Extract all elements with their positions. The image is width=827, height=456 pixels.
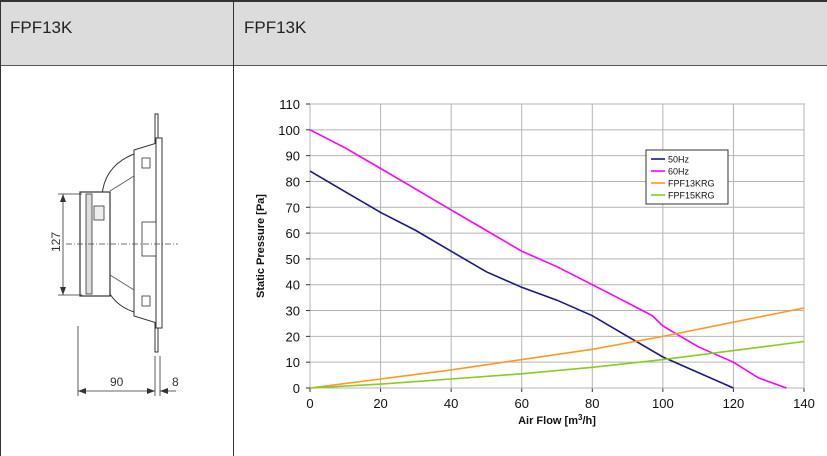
x-tick-label: 60 (514, 396, 528, 411)
housing-line (109, 175, 135, 192)
x-tick-label: 80 (585, 396, 599, 411)
dimension-label-127: 127 (49, 232, 63, 252)
left-title: FPF13K (10, 18, 73, 37)
y-tick-label: 10 (286, 355, 300, 370)
y-tick-label: 100 (278, 123, 300, 138)
arrowhead (147, 388, 155, 394)
y-tick-label: 0 (293, 381, 300, 396)
y-tick-label: 110 (279, 97, 300, 112)
legend: 50Hz 60Hz FPF13KRG FPF15KRG (645, 149, 729, 205)
left-border (0, 0, 1, 456)
legend-label: FPF15KRG (668, 191, 715, 201)
arrowhead (60, 194, 66, 202)
arrowhead (60, 287, 66, 295)
series-line-fpf13krg (309, 307, 805, 389)
series-line-fpf15krg (309, 340, 805, 389)
fan-hub (93, 205, 105, 221)
legend-label: FPF13KRG (668, 179, 715, 189)
x-tick-label: 40 (444, 396, 458, 411)
fan-side-drawing: 127 90 8 (49, 113, 179, 396)
header-cell-right: FPF13K (234, 0, 827, 65)
legend-label: 60Hz (668, 167, 690, 177)
y-tick-label: 30 (286, 304, 300, 319)
dimension-label-90: 90 (110, 375, 124, 389)
housing-line (109, 274, 135, 291)
clip (141, 221, 157, 257)
y-tick-label: 80 (286, 174, 300, 189)
header-divider (0, 65, 827, 66)
x-tick-label: 100 (652, 396, 674, 411)
x-tick-label: 120 (723, 396, 745, 411)
x-tick-labels: 0 20 40 60 80 100 120 140 (306, 396, 814, 411)
column-divider (233, 0, 234, 456)
right-title: FPF13K (244, 18, 307, 37)
grille-face (155, 137, 163, 329)
x-axis-label-main: Air Flow [m (518, 415, 578, 427)
latch (141, 157, 151, 169)
arrowhead (78, 388, 86, 394)
x-axis-label: Air Flow [m3/h] (518, 413, 596, 427)
y-tick-labels: 0 10 20 30 40 50 60 70 80 90 100 110 (278, 97, 300, 396)
x-tick-label: 140 (793, 396, 815, 411)
y-tick-label: 50 (286, 252, 300, 267)
x-tick-label: 20 (373, 396, 387, 411)
y-tick-label: 40 (286, 278, 300, 293)
fan-performance-chart: 0 20 40 60 80 100 120 140 0 10 20 30 40 50 60 70 80 90 10… (255, 97, 815, 427)
plot-area (309, 103, 805, 389)
header-cell-left: FPF13K (0, 0, 234, 65)
legend-label: 50Hz (668, 155, 690, 165)
series-lines (309, 129, 805, 389)
top-rule (0, 0, 827, 2)
series-line-60hz (309, 129, 787, 389)
y-tick-label: 60 (286, 226, 300, 241)
x-axis-label-sup: 3 (578, 413, 583, 422)
x-axis-label-end: /h] (582, 415, 596, 427)
series-line-50hz (309, 170, 734, 389)
dimension-label-8: 8 (172, 375, 179, 389)
y-tick-label: 20 (286, 329, 300, 344)
x-tick-label: 0 (306, 396, 313, 411)
arrowhead (160, 388, 168, 394)
y-axis-label: Static Pressure [Pa] (255, 194, 267, 298)
latch (141, 295, 151, 307)
y-tick-label: 70 (286, 200, 300, 215)
y-tick-label: 90 (286, 149, 300, 164)
grid-lines (306, 103, 805, 392)
